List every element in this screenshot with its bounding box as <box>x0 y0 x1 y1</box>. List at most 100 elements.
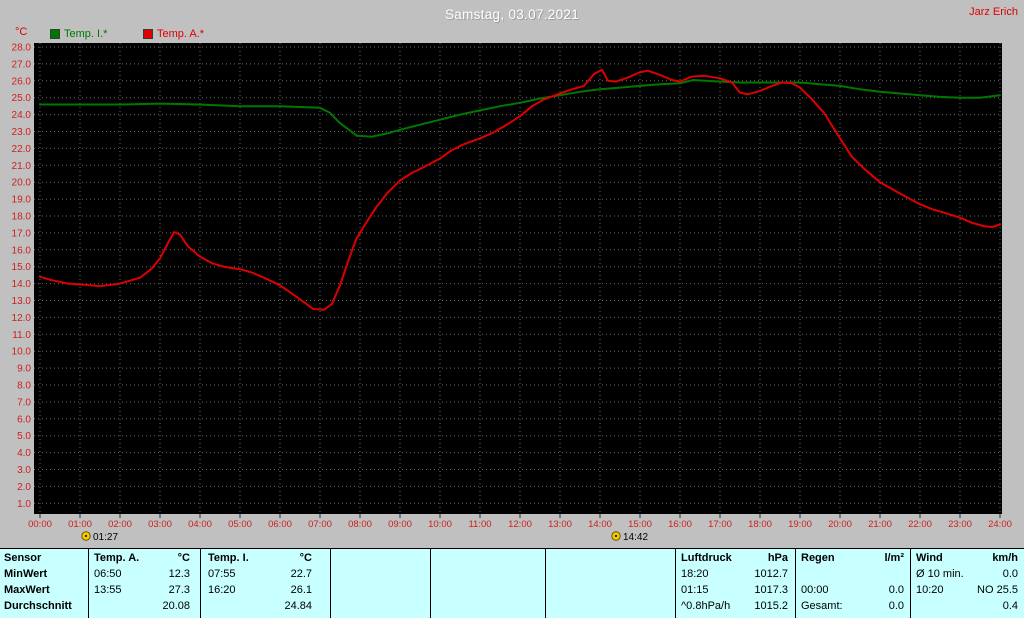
svg-text:16:00: 16:00 <box>668 519 692 530</box>
svg-text:04:00: 04:00 <box>188 519 212 530</box>
svg-text:07:00: 07:00 <box>308 519 332 530</box>
table-divider <box>910 549 911 618</box>
row-label-maxwert: MaxWert <box>4 584 50 596</box>
row-label-minwert: MinWert <box>4 568 48 580</box>
y-axis-unit-label: °C <box>15 26 28 38</box>
temp-i-max-value: 26.1 <box>290 584 312 596</box>
table-header-rain-unit: l/m² <box>884 552 904 564</box>
svg-text:6.0: 6.0 <box>17 414 31 425</box>
temperature-chart: 1.0 2.0 3.0 4.0 5.0 6.0 7.0 8.0 9.0 10.0 11.0 12.0 1… <box>12 43 1012 544</box>
table-divider <box>675 549 676 618</box>
svg-text:20:00: 20:00 <box>828 519 852 530</box>
svg-text:21.0: 21.0 <box>12 161 32 172</box>
svg-text:09:00: 09:00 <box>388 519 412 530</box>
table-header-temp-i-unit: °C <box>299 552 312 564</box>
rain-total-value: 0.0 <box>888 600 904 612</box>
svg-text:01:00: 01:00 <box>68 519 92 530</box>
svg-text:14:00: 14:00 <box>588 519 612 530</box>
svg-text:27.0: 27.0 <box>12 59 32 70</box>
table-divider <box>88 549 89 618</box>
wind-min-value: 0.0 <box>1002 568 1018 580</box>
row-label-durchschnitt: Durchschnitt <box>4 600 72 612</box>
table-header-sensor: Sensor <box>4 552 42 564</box>
svg-text:00:00: 00:00 <box>28 519 52 530</box>
temp-a-swatch-icon <box>143 29 153 39</box>
table-header-pressure-unit: hPa <box>767 552 788 564</box>
rain-max-value: 0.0 <box>888 584 904 596</box>
temp-a-min-value: 12.3 <box>168 568 190 580</box>
legend-label-temp-i: Temp. I.* <box>64 28 108 40</box>
svg-text:20.0: 20.0 <box>12 178 32 189</box>
table-header-wind: Wind <box>916 552 943 564</box>
svg-text:24.0: 24.0 <box>12 110 32 121</box>
pressure-trend-label: ^0.8hPa/h <box>681 600 731 612</box>
rain-max-time: 00:00 <box>801 584 829 596</box>
svg-text:17.0: 17.0 <box>12 228 32 239</box>
svg-text:18.0: 18.0 <box>12 212 32 223</box>
svg-text:19:00: 19:00 <box>788 519 812 530</box>
temp-i-min-time: 07:55 <box>208 568 236 580</box>
pressure-min-value: 1012.7 <box>754 568 788 580</box>
svg-text:28.0: 28.0 <box>12 43 32 54</box>
svg-text:1.0: 1.0 <box>17 499 31 510</box>
legend-item-temp-a: Temp. A.* <box>143 28 204 40</box>
pressure-avg-value: 1015.2 <box>754 600 788 612</box>
svg-text:16.0: 16.0 <box>12 245 32 256</box>
svg-text:23:00: 23:00 <box>948 519 972 530</box>
wind-max-value: NO 25.5 <box>977 584 1018 596</box>
table-header-wind-unit: km/h <box>992 552 1018 564</box>
pressure-max-value: 1017.3 <box>754 584 788 596</box>
temp-a-max-value: 27.3 <box>168 584 190 596</box>
svg-text:02:00: 02:00 <box>108 519 132 530</box>
table-divider <box>545 549 546 618</box>
svg-text:10.0: 10.0 <box>12 347 32 358</box>
temp-i-max-time: 16:20 <box>208 584 236 596</box>
svg-text:14.0: 14.0 <box>12 279 32 290</box>
svg-text:08:00: 08:00 <box>348 519 372 530</box>
pressure-min-time: 18:20 <box>681 568 709 580</box>
svg-text:24:00: 24:00 <box>988 519 1012 530</box>
legend-label-temp-a: Temp. A.* <box>157 28 205 40</box>
temp-a-max-time: 13:55 <box>94 584 122 596</box>
svg-text:21:00: 21:00 <box>868 519 892 530</box>
table-divider <box>330 549 331 618</box>
svg-text:17:00: 17:00 <box>708 519 732 530</box>
svg-text:3.0: 3.0 <box>17 465 31 476</box>
svg-text:2.0: 2.0 <box>17 482 31 493</box>
wind-avg-value: 0.4 <box>1002 600 1018 612</box>
svg-text:26.0: 26.0 <box>12 76 32 87</box>
page-title: Samstag, 03.07.2021 <box>444 7 580 22</box>
svg-text:22.0: 22.0 <box>12 144 32 155</box>
temp-a-min-time: 06:50 <box>94 568 122 580</box>
svg-text:25.0: 25.0 <box>12 93 32 104</box>
wind-avg-label: Ø 10 min. <box>916 568 964 580</box>
table-header-pressure: Luftdruck <box>681 552 732 564</box>
svg-text:4.0: 4.0 <box>17 448 31 459</box>
svg-text:12.0: 12.0 <box>12 313 32 324</box>
table-header-temp-a: Temp. A. <box>94 552 140 564</box>
svg-text:12:00: 12:00 <box>508 519 532 530</box>
temp-i-min-value: 22.7 <box>290 568 312 580</box>
svg-text:19.0: 19.0 <box>12 195 32 206</box>
user-name: Jarz Erich <box>969 6 1018 18</box>
table-divider <box>200 549 201 618</box>
svg-text:01:27: 01:27 <box>93 532 118 543</box>
svg-text:8.0: 8.0 <box>17 381 31 392</box>
statistics-table: Sensor Temp. A. °C Temp. I. °C Luftdruck… <box>0 548 1024 618</box>
rain-total-label: Gesamt: <box>801 600 843 612</box>
temp-i-avg-value: 24.84 <box>284 600 312 612</box>
legend-item-temp-i: Temp. I.* <box>50 28 107 40</box>
temp-a-avg-value: 20.08 <box>162 600 190 612</box>
svg-text:23.0: 23.0 <box>12 127 32 138</box>
svg-text:13.0: 13.0 <box>12 296 32 307</box>
table-header-rain: Regen <box>801 552 835 564</box>
svg-text:18:00: 18:00 <box>748 519 772 530</box>
svg-text:05:00: 05:00 <box>228 519 252 530</box>
table-header-temp-i: Temp. I. <box>208 552 249 564</box>
pressure-max-time: 01:15 <box>681 584 709 596</box>
svg-text:14:42: 14:42 <box>623 532 648 543</box>
svg-text:10:00: 10:00 <box>428 519 452 530</box>
svg-text:03:00: 03:00 <box>148 519 172 530</box>
svg-text:7.0: 7.0 <box>17 397 31 408</box>
